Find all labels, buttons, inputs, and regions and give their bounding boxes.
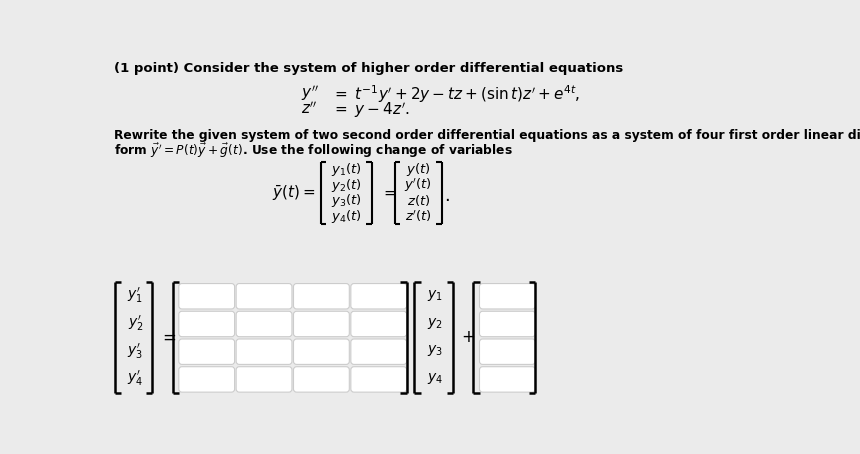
Text: $y_4$: $y_4$ (427, 371, 444, 386)
FancyBboxPatch shape (179, 367, 235, 392)
FancyBboxPatch shape (480, 367, 535, 392)
Text: $+$: $+$ (461, 329, 475, 345)
Text: form $\vec{y}^{\prime} = P(t)\vec{y} + \vec{g}(t)$. Use the following change of : form $\vec{y}^{\prime} = P(t)\vec{y} + \… (114, 142, 513, 159)
FancyBboxPatch shape (237, 284, 292, 309)
FancyBboxPatch shape (480, 284, 535, 309)
Text: $y_2'$: $y_2'$ (127, 314, 144, 333)
FancyBboxPatch shape (351, 367, 407, 392)
Text: $y_3(t)$: $y_3(t)$ (331, 192, 361, 209)
FancyBboxPatch shape (237, 367, 292, 392)
Text: $= \; y - 4z'.$: $= \; y - 4z'.$ (332, 101, 410, 120)
Text: $y_3$: $y_3$ (427, 343, 443, 358)
Text: $=$: $=$ (381, 186, 397, 200)
FancyBboxPatch shape (237, 311, 292, 337)
Text: $y''$: $y''$ (301, 84, 319, 104)
Text: $y_1(t)$: $y_1(t)$ (331, 162, 361, 178)
FancyBboxPatch shape (351, 284, 407, 309)
Text: $y_1'$: $y_1'$ (127, 286, 144, 305)
Text: $\bar{y}(t) =$: $\bar{y}(t) =$ (272, 183, 316, 202)
FancyBboxPatch shape (293, 284, 349, 309)
Text: $y(t)$: $y(t)$ (406, 162, 431, 178)
FancyBboxPatch shape (237, 339, 292, 365)
Text: Rewrite the given system of two second order differential equations as a system : Rewrite the given system of two second o… (114, 129, 860, 142)
FancyBboxPatch shape (293, 311, 349, 337)
Text: $y_4'$: $y_4'$ (127, 369, 144, 388)
FancyBboxPatch shape (179, 284, 235, 309)
FancyBboxPatch shape (293, 367, 349, 392)
Text: $y'(t)$: $y'(t)$ (404, 177, 433, 194)
Text: $y_2$: $y_2$ (427, 316, 443, 331)
Text: $y_2(t)$: $y_2(t)$ (331, 177, 361, 194)
Text: $z(t)$: $z(t)$ (407, 193, 430, 208)
Text: $z''$: $z''$ (301, 101, 318, 117)
Text: .: . (445, 187, 451, 205)
FancyBboxPatch shape (351, 339, 407, 365)
FancyBboxPatch shape (179, 339, 235, 365)
FancyBboxPatch shape (293, 339, 349, 365)
Text: $y_1$: $y_1$ (427, 288, 443, 303)
Text: (1 point) Consider the system of higher order differential equations: (1 point) Consider the system of higher … (114, 62, 623, 75)
FancyBboxPatch shape (351, 311, 407, 337)
FancyBboxPatch shape (480, 311, 535, 337)
Text: $y_3'$: $y_3'$ (127, 341, 144, 360)
Text: $=$: $=$ (158, 329, 176, 345)
FancyBboxPatch shape (480, 339, 535, 365)
Text: $= \; t^{-1}y' + 2y - tz + (\sin t)z' + e^{4t},$: $= \; t^{-1}y' + 2y - tz + (\sin t)z' + … (332, 84, 580, 105)
Text: $z'(t)$: $z'(t)$ (405, 208, 432, 224)
FancyBboxPatch shape (179, 311, 235, 337)
Text: $y_4(t)$: $y_4(t)$ (331, 207, 361, 225)
